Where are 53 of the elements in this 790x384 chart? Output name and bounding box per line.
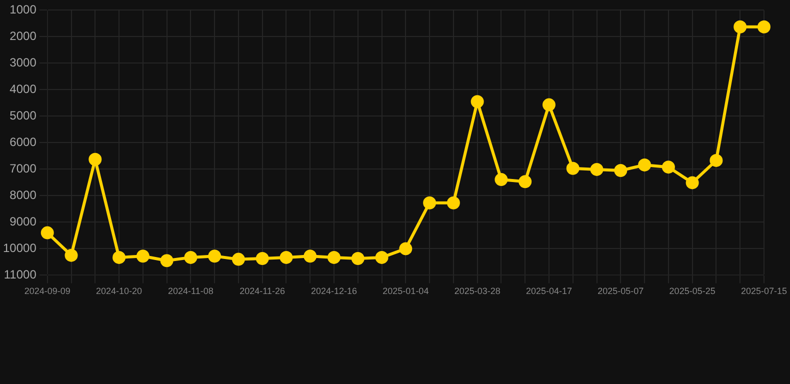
point (686, 176, 699, 190)
y-tick-label: 3000 (10, 56, 37, 70)
point (734, 20, 747, 34)
point (710, 154, 723, 167)
y-tick-label: 9000 (10, 214, 37, 229)
x-tick-label: 2024-09-09 (24, 286, 70, 296)
x-tick-label: 2025-03-28 (454, 286, 500, 296)
point (494, 173, 508, 186)
y-tick-label: 5000 (10, 108, 37, 123)
point (88, 152, 102, 166)
point (136, 250, 150, 263)
point (614, 164, 628, 178)
point (542, 98, 556, 112)
y-tick-label: 8000 (10, 188, 37, 202)
point (375, 250, 388, 264)
point (208, 250, 222, 263)
point (280, 250, 293, 264)
y-tick-label: 11000 (4, 268, 37, 282)
point (351, 252, 364, 266)
x-tick-label: 2025-01-04 (382, 286, 429, 296)
point (590, 162, 604, 176)
point (566, 162, 580, 175)
y-tick-label: 10000 (2, 241, 37, 256)
point (757, 20, 770, 34)
x-tick-label: 2024-10-20 (96, 286, 142, 296)
point (470, 95, 484, 108)
y-tick-label: 1000 (10, 2, 37, 17)
point (446, 196, 460, 210)
point (399, 242, 412, 256)
x-tick-label: 2025-04-17 (526, 286, 572, 296)
point (112, 250, 126, 264)
point (160, 254, 174, 268)
x-tick-label: 2024-11-08 (168, 286, 214, 296)
point (232, 252, 245, 266)
x-tick-label: 2024-11-26 (240, 286, 286, 296)
point (423, 196, 436, 210)
point (518, 175, 532, 188)
point (64, 248, 78, 262)
point (328, 250, 341, 264)
x-tick-label: 2024-12-16 (310, 286, 358, 296)
x-tick-label: 2025-05-07 (598, 286, 644, 296)
point (256, 252, 269, 266)
point (304, 250, 317, 263)
point (184, 250, 198, 264)
y-tick-label: 4000 (10, 82, 37, 96)
point (662, 160, 675, 174)
point (638, 158, 652, 172)
point (40, 226, 54, 240)
x-tick-label: 2025-07-15 (740, 286, 788, 296)
y-tick-label: 2000 (10, 29, 37, 44)
x-tick-label: 2025-05-25 (669, 286, 716, 296)
y-tick-label: 6000 (10, 135, 37, 150)
y-tick-label: 7000 (10, 162, 37, 176)
